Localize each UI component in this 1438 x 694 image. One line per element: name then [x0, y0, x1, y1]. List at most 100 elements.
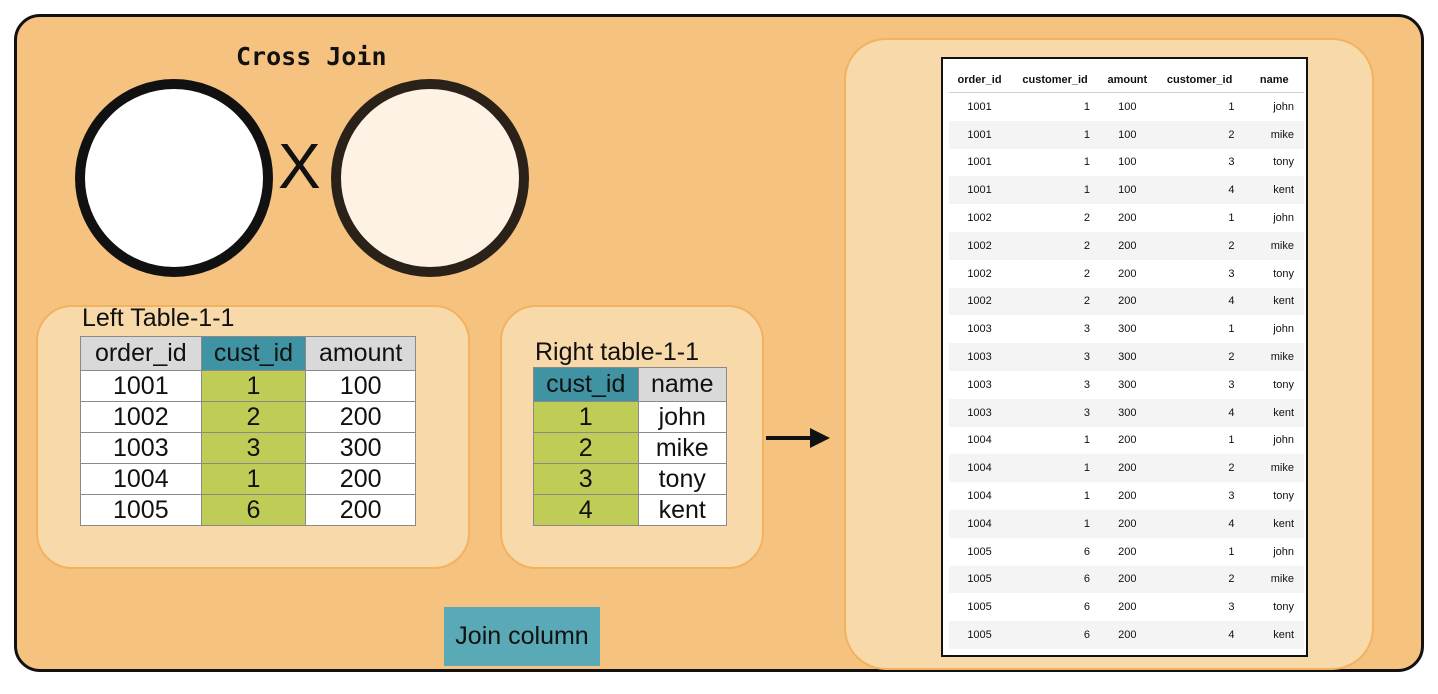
- table-cell: 200: [1100, 454, 1155, 483]
- table-cell: 4: [1154, 509, 1245, 538]
- table-cell: 3: [1228, 601, 1235, 614]
- diagram-title: Cross Join: [236, 42, 387, 71]
- table-cell: 1: [1228, 212, 1235, 225]
- table-cell: 1: [200, 370, 307, 402]
- table-cell: 100: [1118, 156, 1137, 169]
- table-cell: 1002: [967, 212, 992, 225]
- table-cell: 200: [305, 401, 416, 433]
- table-cell: 3: [1228, 490, 1235, 503]
- table-row: 1003 3 300 4 kent: [949, 398, 1304, 427]
- table-cell: 2: [1154, 565, 1245, 594]
- table-row: 4 kent: [533, 494, 727, 526]
- table-cell: tony: [1273, 156, 1294, 169]
- table-cell: 1: [1010, 509, 1101, 538]
- table-cell: 1: [1010, 120, 1101, 149]
- table-cell: 1003: [80, 432, 202, 464]
- table-cell: tony: [1273, 267, 1294, 280]
- table-cell: john: [637, 401, 727, 433]
- table-cell: 1004: [949, 454, 1011, 483]
- table-cell: 1004: [967, 434, 992, 447]
- table-cell: 300: [1118, 378, 1137, 391]
- table-row: 1004 1 200 1 john: [949, 427, 1304, 455]
- table-cell: 3: [1010, 343, 1101, 371]
- table-cell: 2: [1154, 120, 1245, 149]
- table-cell: 1: [1228, 434, 1235, 447]
- column-header: amount: [1100, 67, 1155, 93]
- table-cell: 200: [1118, 601, 1137, 614]
- table-cell: 1: [1010, 454, 1101, 483]
- right-table-label: Right table-1-1: [535, 338, 699, 366]
- table-cell: 2: [1154, 343, 1245, 371]
- table-cell: mike: [1244, 120, 1304, 149]
- table-cell: 1: [533, 401, 639, 433]
- table-cell: 2: [1010, 231, 1101, 260]
- table-cell: 1: [1083, 156, 1091, 169]
- table-cell: kent: [637, 494, 727, 526]
- table-cell: 3: [533, 463, 639, 495]
- table-cell: 1002: [949, 287, 1011, 316]
- table-cell: 3: [1083, 323, 1091, 336]
- table-row: 1001 1 100: [80, 370, 416, 402]
- table-cell: 1004: [967, 490, 992, 503]
- table-cell: 300: [305, 432, 416, 464]
- table-cell: 1: [1083, 490, 1091, 503]
- table-cell: 2: [200, 401, 307, 433]
- table-row: 1005 6 200 4 kent: [949, 621, 1304, 649]
- table-cell: 3: [1083, 378, 1091, 391]
- table-cell: 6: [200, 494, 307, 526]
- table-cell: 300: [1100, 343, 1155, 371]
- table-cell: 100: [1118, 100, 1137, 113]
- table-cell: john: [1273, 323, 1294, 336]
- table-cell: tony: [1273, 490, 1294, 503]
- table-cell: 4: [1154, 287, 1245, 316]
- column-header: cust_id: [533, 367, 639, 402]
- arrow-right-icon: [766, 428, 830, 448]
- table-row: 1001 1 100 2 mike: [949, 120, 1304, 149]
- table-cell: 3: [1228, 156, 1235, 169]
- table-cell: 200: [1100, 231, 1155, 260]
- table-row: 1004 1 200 2 mike: [949, 454, 1304, 483]
- left-set-circle: [75, 79, 273, 277]
- table-cell: john: [1273, 434, 1294, 447]
- table-cell: 1002: [80, 401, 202, 433]
- table-cell: 6: [1010, 565, 1101, 594]
- table-row: 1004 1 200 3 tony: [949, 482, 1304, 510]
- table-row: 1005 6 200 2 mike: [949, 565, 1304, 594]
- table-row: 1001 1 100 4 kent: [949, 176, 1304, 205]
- table-cell: 3: [200, 432, 307, 464]
- table-cell: 1004: [949, 509, 1011, 538]
- result-table: order_id customer_id amount customer_id name…: [949, 67, 1304, 649]
- table-cell: mike: [1244, 343, 1304, 371]
- table-cell: 1005: [967, 545, 992, 558]
- table-cell: 1003: [949, 343, 1011, 371]
- table-cell: john: [1273, 545, 1294, 558]
- table-cell: 1001: [967, 156, 992, 169]
- table-cell: 1: [1228, 323, 1235, 336]
- column-header: customer_id: [1154, 67, 1245, 93]
- table-cell: 1002: [967, 267, 992, 280]
- table-cell: 6: [1010, 621, 1101, 649]
- table-cell: 1: [1010, 176, 1101, 205]
- table-cell: mike: [1244, 231, 1304, 260]
- table-cell: 1: [1083, 434, 1091, 447]
- table-row: 1002 2 200: [80, 401, 416, 433]
- table-cell: 200: [1100, 509, 1155, 538]
- table-cell: 1002: [949, 231, 1011, 260]
- table-cell: 1005: [967, 601, 992, 614]
- table-row: 1002 2 200 4 kent: [949, 287, 1304, 316]
- right-set-circle: [331, 79, 529, 277]
- table-cell: 3: [1228, 378, 1235, 391]
- table-cell: 1: [1083, 100, 1091, 113]
- table-cell: 1001: [949, 176, 1011, 205]
- table-cell: 4: [1154, 176, 1245, 205]
- result-table-frame: order_id customer_id amount customer_id name…: [941, 57, 1308, 657]
- table-cell: 200: [1118, 212, 1137, 225]
- table-cell: 300: [1118, 323, 1137, 336]
- table-cell: john: [1273, 212, 1294, 225]
- table-row: 1002 2 200 3 tony: [949, 260, 1304, 288]
- table-row: 1001 1 100 1 john: [949, 93, 1304, 121]
- table-cell: 2: [533, 432, 639, 464]
- column-header: order_id: [949, 67, 1011, 93]
- left-table: order_id cust_id amount 1001 1 100 1002 2 200 10…: [80, 336, 416, 526]
- table-cell: mike: [637, 432, 727, 464]
